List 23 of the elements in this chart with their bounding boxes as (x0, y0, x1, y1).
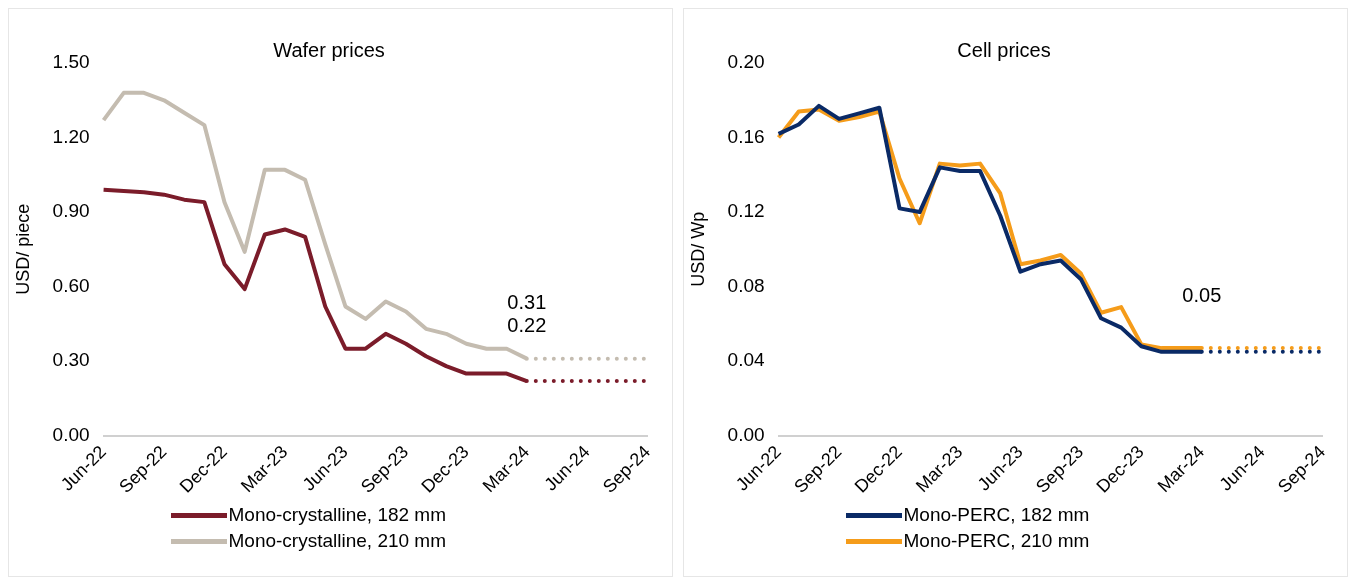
y-tick-label: 0.16 (727, 125, 765, 147)
legend-label: Mono-PERC, 210 mm (903, 530, 1090, 552)
legend-label: Mono-crystalline, 210 mm (228, 530, 447, 552)
y-tick-label: 0.00 (52, 423, 90, 445)
y-tick-label: 0.08 (727, 274, 765, 296)
annotation: 0.22 (507, 313, 547, 336)
annotation: 0.05 (1182, 284, 1222, 307)
annotation: 0.31 (507, 291, 547, 314)
y-tick-label: 0.04 (727, 349, 766, 371)
y-tick-label: 1.50 (52, 51, 90, 73)
legend-label: Mono-crystalline, 182 mm (228, 504, 447, 526)
y-axis-title: USD/ piece (12, 203, 33, 295)
chart-title: Cell prices (957, 38, 1051, 61)
y-tick-label: 0.60 (52, 274, 90, 296)
y-tick-label: 0.90 (52, 200, 90, 222)
y-tick-label: 0.30 (52, 349, 90, 371)
y-tick-label: 0.00 (727, 423, 765, 445)
y-axis-title: USD/ Wp (687, 211, 708, 287)
chart-title: Wafer prices (273, 38, 385, 61)
legend-label: Mono-PERC, 182 mm (903, 504, 1090, 526)
y-tick-label: 1.20 (52, 125, 90, 147)
y-tick-label: 0.12 (727, 200, 765, 222)
y-tick-label: 0.20 (727, 51, 765, 73)
